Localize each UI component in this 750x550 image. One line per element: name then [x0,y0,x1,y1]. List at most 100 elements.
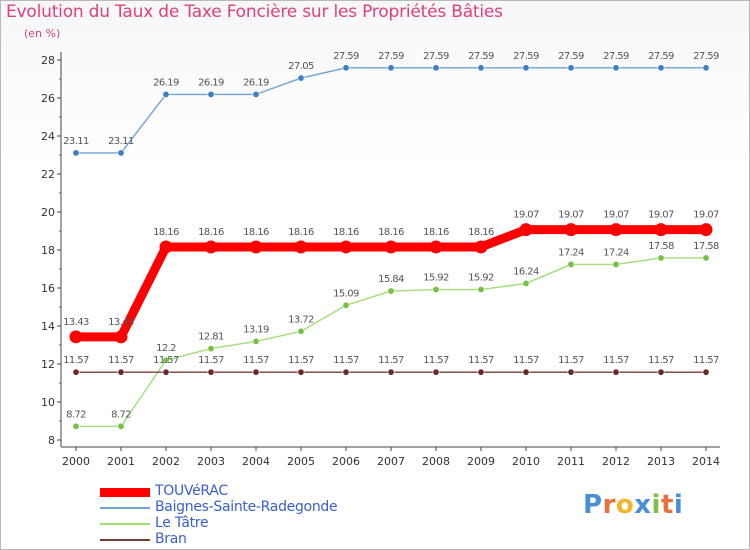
data-point [162,90,170,98]
data-point [702,368,710,376]
data-label: 19.07 [513,210,539,221]
x-tick-label: 2011 [557,455,585,468]
data-point [159,240,173,254]
data-label: 27.59 [693,51,719,62]
data-label: 17.24 [558,247,584,258]
data-label: 15.92 [468,273,494,284]
logo-letter: x [634,490,652,520]
x-tick-label: 2007 [377,455,405,468]
data-label: 26.19 [153,77,179,88]
data-label: 27.59 [468,51,494,62]
data-point [207,345,215,353]
data-label: 15.84 [378,274,404,285]
data-point [474,240,488,254]
data-point [612,64,620,72]
data-point [522,64,530,72]
chart-title: Evolution du Taux de Taxe Foncière sur l… [6,2,503,22]
data-point [342,301,350,309]
logo-letter: P [583,490,603,520]
data-point [339,240,353,254]
logo-letter: o [615,490,635,520]
data-label: 27.59 [513,51,539,62]
data-label: 23.11 [108,136,134,147]
data-label: 11.57 [108,355,134,366]
data-point [519,223,533,237]
legend-label: TOUVéRAC [155,483,228,499]
data-point [207,368,215,376]
data-label: 11.57 [468,355,494,366]
legend-item: Bran [100,531,420,548]
data-point [297,327,305,335]
x-tick-label: 2006 [332,455,360,468]
data-point [477,286,485,294]
data-label: 18.16 [243,227,269,238]
y-tick-label: 14 [41,320,55,333]
data-point [657,64,665,72]
data-label: 26.19 [198,77,224,88]
data-point [432,286,440,294]
data-point [432,64,440,72]
legend-label: Baignes-Sainte-Radegonde [155,499,338,515]
y-tick-label: 22 [41,168,55,181]
data-label: 11.57 [63,355,89,366]
data-point [204,240,218,254]
data-point [657,254,665,262]
data-point [702,254,710,262]
data-label: 18.16 [333,227,359,238]
data-label: 11.57 [423,355,449,366]
data-label: 11.57 [648,355,674,366]
data-point [567,368,575,376]
data-point [117,422,125,430]
data-point [432,368,440,376]
y-tick-label: 18 [41,244,55,257]
data-point [207,90,215,98]
data-point [567,260,575,268]
y-unit-label: (en %) [24,27,61,40]
data-point [294,240,308,254]
data-label: 13.43 [108,317,134,328]
data-point [567,64,575,72]
data-point [612,368,620,376]
data-label: 18.16 [153,227,179,238]
data-label: 13.19 [243,324,269,335]
legend-swatch [100,523,150,525]
data-point [252,337,260,345]
data-label: 23.11 [63,136,89,147]
x-tick-label: 2013 [647,455,675,468]
y-tick-label: 20 [41,206,55,219]
data-label: 16.24 [513,266,539,277]
legend-item: Baignes-Sainte-Radegonde [100,499,420,516]
data-label: 18.16 [468,227,494,238]
proxiti-logo: Proxiti [583,490,683,520]
data-label: 17.58 [648,241,674,252]
data-label: 8.72 [66,409,86,420]
data-label: 15.92 [423,273,449,284]
data-label: 19.07 [603,210,629,221]
data-label: 18.16 [378,227,404,238]
data-point [564,223,578,237]
data-label: 27.59 [558,51,584,62]
data-point [252,90,260,98]
data-point [609,223,623,237]
data-point [72,422,80,430]
data-point [162,356,170,364]
data-label: 27.59 [423,51,449,62]
data-point [387,287,395,295]
data-point [522,368,530,376]
data-label: 11.57 [603,355,629,366]
data-label: 27.59 [603,51,629,62]
x-tick-label: 2002 [152,455,180,468]
data-label: 17.24 [603,247,629,258]
data-label: 12.2 [156,343,176,354]
data-label: 11.57 [288,355,314,366]
data-point [657,368,665,376]
y-tick-label: 28 [41,54,55,67]
data-point [477,368,485,376]
data-point [522,279,530,287]
x-tick-label: 2000 [62,455,90,468]
data-label: 12.81 [198,332,224,343]
x-tick-label: 2012 [602,455,630,468]
data-point [342,368,350,376]
data-point [72,368,80,376]
